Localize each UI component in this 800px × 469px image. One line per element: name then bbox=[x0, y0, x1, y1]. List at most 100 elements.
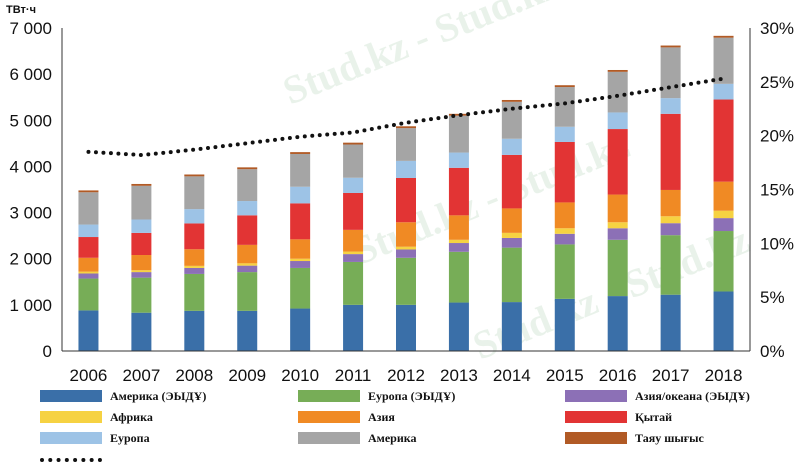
y-tick-label: 3 000 bbox=[9, 204, 52, 223]
y-axis-unit-label: ТВт·ч bbox=[6, 4, 36, 16]
y-tick-label: 2 000 bbox=[9, 250, 52, 269]
bar-segment bbox=[714, 84, 734, 100]
bar-segment bbox=[714, 100, 734, 182]
y2-tick-label: 5% bbox=[760, 288, 785, 307]
x-tick-label: 2007 bbox=[122, 366, 160, 385]
legend-label: Африка bbox=[110, 410, 153, 425]
x-tick-label: 2018 bbox=[705, 366, 743, 385]
bar-segment bbox=[78, 273, 98, 278]
bar-segment bbox=[396, 305, 416, 351]
legend-label: Америка (ЭЫДҰ) bbox=[110, 389, 206, 404]
bar-segment bbox=[608, 195, 628, 223]
bar-segment bbox=[237, 263, 257, 265]
bar-stack bbox=[661, 46, 681, 351]
legend-swatch bbox=[565, 390, 627, 402]
bar-segment bbox=[555, 85, 575, 87]
bar-segment bbox=[396, 258, 416, 305]
bar-segment bbox=[555, 142, 575, 202]
legend-label: Америка bbox=[368, 431, 417, 446]
bar-segment bbox=[449, 153, 469, 168]
bar-segment bbox=[502, 302, 522, 351]
bar-segment bbox=[78, 279, 98, 311]
legend: Америка (ЭЫДҰ) Еуропа (ЭЫДҰ) Азия/океана (… bbox=[0, 386, 800, 459]
bar-segment bbox=[131, 186, 151, 220]
bar-segment bbox=[661, 46, 681, 48]
bar-segment bbox=[608, 70, 628, 72]
x-tick-label: 2015 bbox=[546, 366, 584, 385]
bar-segment bbox=[184, 268, 204, 274]
legend-item: Азия/океана (ЭЫДҰ) bbox=[565, 386, 750, 406]
bar-segment bbox=[290, 154, 310, 187]
bar-segment bbox=[131, 184, 151, 186]
legend-label: Азия bbox=[368, 410, 395, 425]
bar-segment bbox=[343, 143, 363, 145]
bar-segment bbox=[290, 309, 310, 351]
bar-segment bbox=[714, 38, 734, 84]
bar-segment bbox=[396, 247, 416, 250]
bar-segment bbox=[661, 114, 681, 190]
bar-segment bbox=[555, 87, 575, 127]
bar-segment bbox=[78, 310, 98, 351]
legend-swatch bbox=[298, 390, 360, 402]
bar-segment bbox=[396, 161, 416, 178]
bar-segment bbox=[661, 295, 681, 351]
bar-segment bbox=[502, 233, 522, 238]
x-tick-label: 2008 bbox=[175, 366, 213, 385]
bar-stack bbox=[449, 114, 469, 351]
bar-segment bbox=[78, 190, 98, 192]
bar-segment bbox=[714, 231, 734, 291]
bar-stack bbox=[555, 85, 575, 351]
bar-segment bbox=[184, 176, 204, 209]
bar-segment bbox=[343, 252, 363, 255]
legend-item: Африка bbox=[40, 407, 153, 427]
bar-segment bbox=[131, 278, 151, 313]
x-tick-label: 2016 bbox=[599, 366, 637, 385]
legend-swatch bbox=[565, 432, 627, 444]
bar-segment bbox=[449, 243, 469, 252]
bar-segment bbox=[78, 192, 98, 224]
y2-tick-label: 15% bbox=[760, 181, 794, 200]
bar-segment bbox=[396, 126, 416, 128]
bar-stack bbox=[396, 126, 416, 351]
legend-label: Еуропа bbox=[110, 431, 150, 446]
y-tick-label: 5 000 bbox=[9, 111, 52, 130]
bar-segment bbox=[449, 240, 469, 243]
bar-segment bbox=[78, 225, 98, 237]
bar-segment bbox=[714, 291, 734, 351]
bar-stack bbox=[714, 36, 734, 351]
bar-segment bbox=[184, 266, 204, 268]
bar-segment bbox=[502, 139, 522, 155]
bar-segment bbox=[396, 178, 416, 222]
bar-stack bbox=[237, 167, 257, 351]
bar-segment bbox=[290, 259, 310, 261]
watermark-text: Stud.kz - Stud.kz bbox=[347, 122, 636, 274]
y2-tick-label: 30% bbox=[760, 19, 794, 38]
legend-swatch bbox=[298, 432, 360, 444]
bar-segment bbox=[661, 235, 681, 295]
legend-swatch bbox=[40, 411, 102, 423]
bar-segment bbox=[343, 178, 363, 193]
bar-stack bbox=[502, 100, 522, 351]
bar-segment bbox=[343, 254, 363, 262]
legend-swatch bbox=[565, 411, 627, 423]
bar-segment bbox=[290, 268, 310, 309]
x-tick-label: 2017 bbox=[652, 366, 690, 385]
bar-segment bbox=[608, 296, 628, 351]
bar-segment bbox=[237, 215, 257, 245]
bar-segment bbox=[555, 299, 575, 351]
bar-segment bbox=[608, 222, 628, 228]
bar-segment bbox=[661, 47, 681, 98]
bar-segment bbox=[131, 233, 151, 255]
bar-stack bbox=[184, 175, 204, 351]
bar-segment bbox=[131, 219, 151, 232]
bar-segment bbox=[237, 245, 257, 263]
y2-tick-label: 20% bbox=[760, 127, 794, 146]
legend-label: Еуропа (ЭЫДҰ) bbox=[368, 389, 455, 404]
bar-segment bbox=[555, 127, 575, 142]
legend-item: Америка bbox=[298, 428, 417, 448]
bar-segment bbox=[555, 228, 575, 234]
y-tick-label: 1 000 bbox=[9, 296, 52, 315]
bar-segment bbox=[78, 272, 98, 274]
bar-segment bbox=[184, 311, 204, 351]
